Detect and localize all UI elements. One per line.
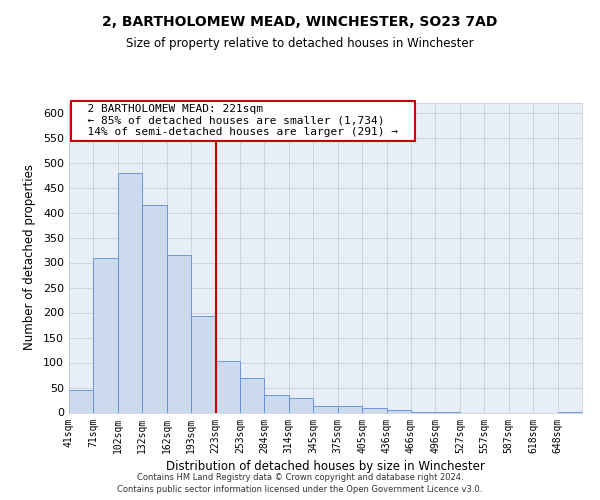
Text: 2 BARTHOLOMEW MEAD: 221sqm
  ← 85% of detached houses are smaller (1,734)
  14% : 2 BARTHOLOMEW MEAD: 221sqm ← 85% of deta… bbox=[74, 104, 412, 138]
Bar bbox=[313, 406, 338, 412]
Bar bbox=[118, 172, 142, 412]
Text: 2, BARTHOLOMEW MEAD, WINCHESTER, SO23 7AD: 2, BARTHOLOMEW MEAD, WINCHESTER, SO23 7A… bbox=[103, 15, 497, 29]
Bar bbox=[69, 390, 94, 412]
Text: Contains HM Land Registry data © Crown copyright and database right 2024.: Contains HM Land Registry data © Crown c… bbox=[137, 472, 463, 482]
Bar bbox=[191, 316, 215, 412]
Bar bbox=[386, 410, 411, 412]
Text: Contains public sector information licensed under the Open Government Licence v3: Contains public sector information licen… bbox=[118, 485, 482, 494]
Bar bbox=[167, 255, 191, 412]
Bar bbox=[142, 205, 167, 412]
Bar bbox=[94, 258, 118, 412]
Bar bbox=[338, 406, 362, 412]
X-axis label: Distribution of detached houses by size in Winchester: Distribution of detached houses by size … bbox=[166, 460, 485, 472]
Text: Size of property relative to detached houses in Winchester: Size of property relative to detached ho… bbox=[126, 38, 474, 51]
Bar bbox=[215, 360, 240, 412]
Bar bbox=[240, 378, 265, 412]
Bar bbox=[265, 394, 289, 412]
Y-axis label: Number of detached properties: Number of detached properties bbox=[23, 164, 36, 350]
Bar bbox=[289, 398, 313, 412]
Bar bbox=[362, 408, 386, 412]
